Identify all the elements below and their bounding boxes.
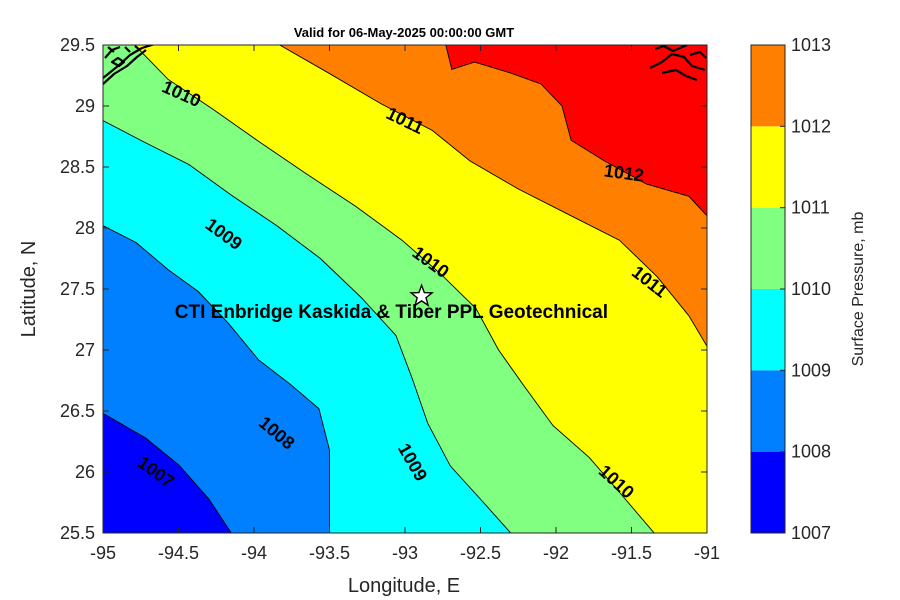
y-tick-label: 29.5: [60, 35, 95, 55]
colorbar-tick-label: 1011: [791, 198, 830, 218]
x-tick-label: -91: [694, 543, 720, 563]
x-tick-label: -93: [392, 543, 418, 563]
y-tick-label: 26.5: [60, 401, 95, 421]
contour-line-1010: [134, 45, 655, 533]
colorbar-tick-label: 1012: [791, 116, 831, 136]
y-tick-label: 25.5: [60, 523, 95, 543]
x-tick-label: -93.5: [309, 543, 350, 563]
y-tick-label: 28.5: [60, 157, 95, 177]
x-tick-label: -95: [90, 543, 116, 563]
y-axis-label: Latitude, N: [18, 241, 40, 338]
site-marker: [409, 283, 435, 307]
y-tick-label: 28: [75, 218, 95, 238]
x-tick-label: -92.5: [460, 543, 501, 563]
x-axis: -95 -94.5 -94 -93.5 -93 -92.5 -92 -91.5 -91: [90, 45, 720, 563]
colorbar-tick-label: 1009: [791, 360, 831, 380]
colorbar-segment-1008: [751, 370, 785, 452]
colorbar-tick-label: 1013: [791, 35, 831, 55]
x-tick-label: -94: [241, 543, 267, 563]
fill-above-1012: [445, 45, 707, 216]
colorbar-segment-1011: [751, 126, 785, 208]
contour-line-1012: [445, 45, 707, 217]
colorbar-segment-1009: [751, 289, 785, 371]
star-marker: [409, 283, 435, 307]
chart-title: Valid for 06-May-2025 00:00:00 GMT: [294, 25, 514, 40]
colorbar: 1007 1008 1009 1010 1011 1012 1013: [750, 35, 831, 543]
colorbar-segment-1012: [751, 45, 785, 127]
x-axis-label: Longitude, E: [348, 575, 460, 597]
y-axis: 25.5 26 26.5 27 27.5 28 28.5 29 29.5: [60, 35, 707, 543]
contour-line-1007: [103, 413, 232, 533]
colorbar-segment-1007: [751, 451, 785, 533]
x-tick-label: -94.5: [158, 543, 199, 563]
coastline: [103, 45, 707, 85]
site-annotation: CTI Enbridge Kaskida & Tiber PPL Geotech…: [175, 302, 608, 323]
y-tick-label: 27: [75, 340, 95, 360]
contour-lines: [103, 45, 707, 533]
colorbar-tick-label: 1010: [791, 279, 831, 299]
contour-line-1009: [103, 120, 512, 533]
x-tick-label: -92: [543, 543, 569, 563]
y-tick-label: 27.5: [60, 279, 95, 299]
y-tick-label: 29: [75, 96, 95, 116]
colorbar-label: Surface Pressure, mb: [850, 212, 867, 367]
colorbar-tick-label: 1008: [791, 442, 831, 462]
contour-line-1008: [103, 225, 330, 533]
colorbar-segment-1010: [751, 207, 785, 289]
contour-fill-regions: [103, 45, 707, 533]
contour-line-1011: [279, 45, 707, 347]
colorbar-tick-label: 1007: [791, 523, 831, 543]
x-tick-label: -91.5: [611, 543, 652, 563]
y-tick-label: 26: [75, 462, 95, 482]
